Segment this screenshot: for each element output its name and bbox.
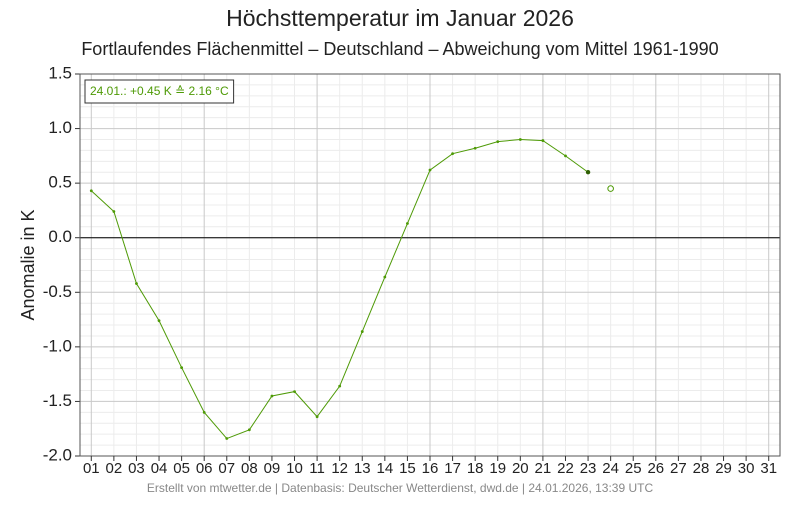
data-point [360, 330, 364, 333]
data-point [112, 210, 116, 213]
x-tick-label: 24 [602, 460, 619, 477]
data-point [157, 319, 161, 323]
annotation-box [84, 79, 235, 104]
data-point [585, 170, 591, 175]
data-point [564, 154, 567, 158]
x-tick-label: 02 [106, 460, 123, 477]
data-point [247, 428, 251, 432]
x-tick-label: 14 [376, 460, 393, 477]
x-tick-label: 05 [173, 460, 190, 477]
y-tick-label: -1.0 [43, 336, 72, 355]
data-point [293, 390, 296, 394]
x-tick-label: 03 [128, 460, 145, 477]
data-point [406, 222, 409, 225]
x-tick-label: 28 [693, 460, 710, 477]
x-tick-label: 15 [399, 460, 416, 477]
y-tick-label: 1.5 [48, 63, 72, 82]
y-tick-label: -2.0 [43, 445, 72, 464]
x-tick-label: 08 [241, 460, 258, 477]
x-tick-label: 11 [309, 460, 325, 477]
x-tick-label: 19 [489, 460, 506, 477]
chart-subtitle: Fortlaufendes Flächenmittel – Deutschlan… [81, 39, 718, 59]
x-tick-label: 06 [196, 460, 213, 477]
x-tick-label: 16 [422, 460, 439, 477]
x-tick-label: 31 [760, 460, 777, 477]
x-tick-label: 18 [467, 460, 484, 477]
data-point [270, 394, 274, 398]
data-point [383, 275, 387, 279]
x-tick-label: 30 [738, 460, 755, 477]
footer: Erstellt von mtwetter.de | Datenbasis: D… [147, 481, 654, 495]
data-point [180, 366, 184, 369]
data-point [202, 410, 206, 414]
data-point [428, 168, 432, 172]
y-tick-label: 0.5 [48, 173, 72, 192]
x-tick-label: 10 [286, 460, 303, 477]
x-tick-label: 29 [715, 460, 732, 477]
x-tick-label: 12 [331, 460, 348, 477]
data-point [338, 384, 342, 388]
data-point [496, 140, 500, 144]
x-tick-label: 01 [83, 460, 100, 477]
data-point [518, 138, 522, 141]
data-point [451, 152, 454, 156]
x-tick-label: 17 [444, 460, 461, 477]
x-tick-label: 20 [512, 460, 529, 477]
data-point [225, 437, 229, 440]
annotation: 24.01.: +0.45 K ≙ 2.16 °C [90, 84, 229, 98]
x-tick-label: 25 [625, 460, 642, 477]
y-tick-label: -1.5 [43, 391, 72, 410]
data-point [473, 146, 477, 150]
data-point [541, 139, 545, 142]
y-tick-label: 0.0 [48, 227, 72, 246]
x-tick-label: 26 [647, 460, 664, 477]
x-tick-label: 04 [151, 460, 168, 477]
x-tick-label: 09 [264, 460, 281, 477]
data-point [89, 189, 93, 193]
y-tick-label: -0.5 [43, 282, 72, 301]
y-tick-label: 1.0 [48, 118, 72, 137]
data-point [315, 415, 319, 419]
y-axis-label: Anomalie in K [18, 209, 38, 320]
x-tick-label: 27 [670, 460, 687, 477]
x-tick-label: 13 [354, 460, 371, 477]
current-point [607, 185, 614, 192]
x-tick-label: 07 [218, 460, 235, 477]
x-tick-label: 21 [535, 460, 552, 477]
x-tick-label: 23 [580, 460, 597, 477]
data-point [135, 282, 138, 285]
chart-title: Höchsttemperatur im Januar 2026 [226, 5, 574, 31]
x-tick-label: 22 [557, 460, 574, 477]
